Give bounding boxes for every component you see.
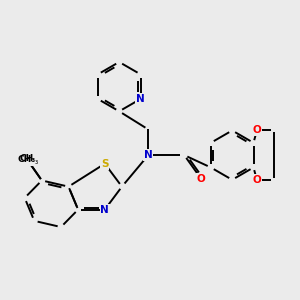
- Text: ₃: ₃: [34, 157, 38, 166]
- Text: N: N: [100, 205, 109, 214]
- Text: N: N: [144, 150, 153, 160]
- Text: N: N: [136, 94, 145, 104]
- Text: O: O: [252, 175, 261, 185]
- Bar: [16, 154, 40, 166]
- Text: CH: CH: [20, 154, 34, 163]
- Text: CH₃: CH₃: [18, 155, 36, 164]
- Text: O: O: [197, 174, 206, 184]
- Text: O: O: [252, 125, 261, 136]
- Text: S: S: [101, 159, 109, 169]
